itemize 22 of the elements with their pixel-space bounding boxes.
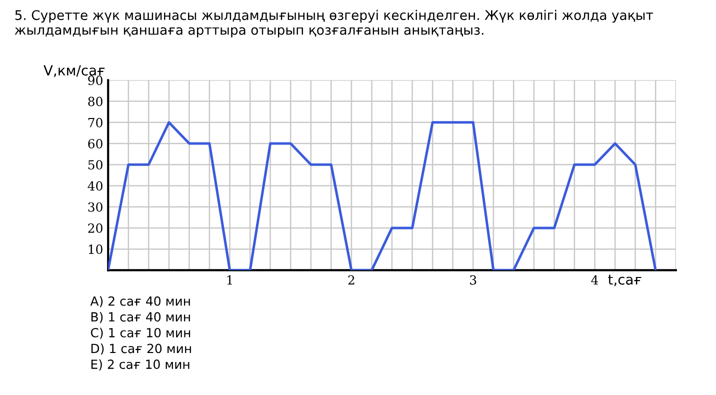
y-tick-label: 20	[88, 223, 102, 233]
y-tick-label: 90	[88, 76, 102, 86]
text: C) 1 сағ 10 мин	[90, 328, 190, 339]
x-tick-label: 1	[227, 275, 232, 285]
x-tick-label: 2	[348, 275, 354, 285]
y-tick-label: 10	[88, 244, 102, 254]
text: E) 2 сағ 10 мин	[91, 359, 190, 370]
y-tick-label: 80	[88, 96, 102, 106]
text: D) 1 сағ 20 мин	[91, 344, 191, 355]
x-tick-label: 4	[591, 275, 598, 285]
x-axis-title: t,сағ	[608, 274, 642, 286]
x-tick-label: 3	[470, 275, 476, 285]
y-tick-label: 60	[88, 138, 102, 148]
y-tick-label: 70	[88, 118, 102, 128]
text: A) 2 сағ 40 мин	[90, 296, 190, 308]
text: B) 1 сағ 40 мин	[91, 312, 190, 324]
line-series	[108, 121, 657, 270]
y-axis-title: V,км/сағ	[44, 65, 105, 78]
y-tick-label: 30	[88, 202, 102, 212]
y-tick-label: 40	[88, 181, 102, 191]
y-tick-label: 50	[88, 160, 102, 170]
chart-title: 5. Суретте жүк машинасы жылдамдығының өзгеруі кескінделген. Жүк көлігі жолда уақыт жылдамдығын қаншаға арттыра отырып қозғалғанын анықтаңыз.	[14, 10, 654, 38]
